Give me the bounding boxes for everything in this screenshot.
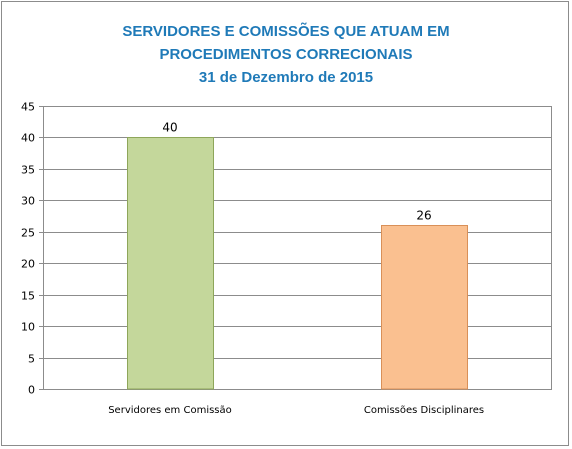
- y-tick-label-10: 10: [21, 321, 35, 334]
- y-tick-label-35: 35: [21, 164, 35, 177]
- bar-1: [127, 137, 214, 390]
- y-tick-label-20: 20: [21, 258, 35, 271]
- data-label-1: 40: [162, 121, 177, 135]
- y-tick-label-15: 15: [21, 290, 35, 303]
- bar-2: [381, 225, 468, 390]
- data-label-2: 26: [416, 209, 431, 223]
- y-tick-label-30: 30: [21, 195, 35, 208]
- chart-title-line-1: SERVIDORES E COMISSÕES QUE ATUAM EM: [122, 23, 450, 40]
- y-tick-label-25: 25: [21, 227, 35, 240]
- x-category-label-2: Comissões Disciplinares: [364, 405, 484, 416]
- chart-title-line-2: PROCEDIMENTOS CORRECIONAIS: [159, 46, 413, 63]
- y-tick-label-0: 0: [28, 384, 35, 397]
- x-category-label-1: Servidores em Comissão: [108, 405, 232, 416]
- y-tick-label-5: 5: [28, 353, 35, 366]
- y-tick-label-45: 45: [21, 101, 35, 114]
- chart-title-line-3: 31 de Dezembro de 2015: [198, 69, 374, 86]
- chart-title: SERVIDORES E COMISSÕES QUE ATUAM EM PROC…: [0, 20, 572, 89]
- y-tick-label-40: 40: [21, 132, 35, 145]
